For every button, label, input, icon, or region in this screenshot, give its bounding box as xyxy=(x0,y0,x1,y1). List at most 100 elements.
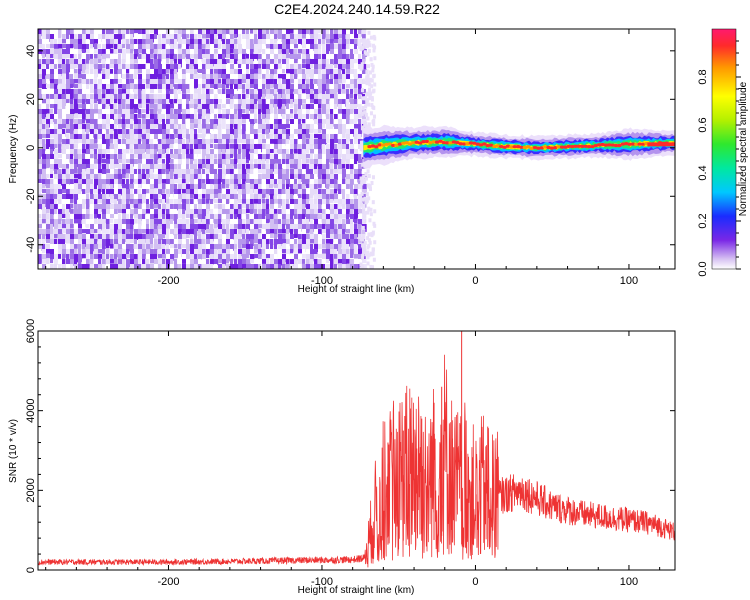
noise-cell xyxy=(110,39,115,45)
noise-cell xyxy=(226,59,230,64)
noise-cell xyxy=(282,254,287,263)
noise-cell xyxy=(166,59,170,64)
noise-cell xyxy=(306,209,311,215)
noise-cell xyxy=(70,79,75,87)
noise-cell xyxy=(82,179,87,187)
noise-cell xyxy=(66,229,71,238)
noise-cell xyxy=(150,179,155,187)
noise-cell xyxy=(362,244,366,253)
noise-cell xyxy=(350,209,354,215)
noise-cell xyxy=(314,214,318,220)
noise-cell xyxy=(242,114,247,121)
noise-cell xyxy=(364,267,368,269)
noise-cell xyxy=(142,254,146,260)
noise-cell xyxy=(298,104,302,113)
signal-core-point xyxy=(617,143,622,148)
noise-cell xyxy=(114,29,118,34)
noise-cell xyxy=(266,194,270,200)
noise-cell xyxy=(114,49,118,58)
noise-cell xyxy=(114,179,119,186)
noise-cell xyxy=(174,169,179,176)
noise-cell xyxy=(174,219,178,228)
noise-cell xyxy=(162,219,167,227)
noise-cell xyxy=(46,229,51,238)
noise-cell xyxy=(166,259,171,267)
noise-cell xyxy=(170,239,174,247)
noise-cell xyxy=(298,129,303,136)
noise-cell xyxy=(218,254,223,259)
noise-cell xyxy=(190,144,194,150)
noise-cell xyxy=(342,139,347,146)
noise-cell xyxy=(306,174,311,183)
noise-cell xyxy=(90,249,94,256)
noise-cell xyxy=(102,139,106,145)
noise-cell xyxy=(298,29,302,35)
noise-cell xyxy=(58,194,63,199)
noise-cell xyxy=(330,244,335,251)
noise-cell xyxy=(134,64,139,71)
noise-cell xyxy=(186,194,191,201)
noise-cell xyxy=(362,99,366,108)
noise-cell xyxy=(310,154,314,162)
noise-cell xyxy=(98,129,103,136)
noise-cell xyxy=(218,34,223,42)
noise-cell xyxy=(62,179,67,186)
noise-cell xyxy=(154,239,158,248)
noise-cell xyxy=(58,39,63,48)
noise-cell xyxy=(318,39,322,46)
noise-cell xyxy=(62,39,67,44)
noise-cell xyxy=(182,214,186,223)
noise-cell xyxy=(362,218,366,223)
noise-cell xyxy=(274,214,278,221)
noise-cell xyxy=(214,174,218,183)
noise-cell xyxy=(134,164,139,172)
noise-cell xyxy=(354,99,358,108)
noise-cell xyxy=(334,134,338,140)
noise-cell xyxy=(270,109,274,114)
noise-cell xyxy=(190,74,194,83)
noise-cell xyxy=(302,89,306,94)
noise-cell xyxy=(98,164,102,171)
noise-cell xyxy=(278,189,282,195)
noise-cell xyxy=(122,259,126,266)
signal-core-point xyxy=(566,144,571,148)
noise-cell xyxy=(90,114,95,121)
signal-core-point xyxy=(384,142,389,146)
noise-cell xyxy=(310,74,314,81)
colorbar-label: Normalized spectral amplitude xyxy=(738,81,749,216)
noise-cell xyxy=(278,169,283,178)
noise-cell xyxy=(202,224,207,230)
noise-cell xyxy=(342,29,347,35)
noise-cell xyxy=(190,264,195,269)
noise-cell xyxy=(234,134,238,139)
noise-cell xyxy=(46,39,50,46)
noise-cell xyxy=(330,144,335,150)
noise-cell xyxy=(190,254,195,259)
noise-cell xyxy=(330,104,334,112)
x-tick-label: 0 xyxy=(472,275,478,287)
noise-cell xyxy=(234,234,238,240)
noise-cell xyxy=(126,49,131,54)
noise-cell xyxy=(50,239,55,248)
noise-cell xyxy=(114,89,118,97)
noise-cell xyxy=(102,164,107,171)
noise-cell xyxy=(222,159,226,165)
noise-cell xyxy=(130,64,135,70)
noise-cell xyxy=(230,44,235,49)
noise-cell xyxy=(266,69,270,75)
noise-cell xyxy=(250,219,254,226)
noise-cell xyxy=(166,189,170,197)
noise-cell xyxy=(282,264,286,269)
noise-cell xyxy=(178,129,183,138)
noise-cell xyxy=(94,134,98,143)
noise-cell xyxy=(46,264,51,269)
noise-cell xyxy=(174,229,179,236)
noise-cell xyxy=(146,29,150,36)
noise-cell xyxy=(210,209,214,214)
noise-cell xyxy=(338,134,343,142)
noise-cell xyxy=(322,169,327,175)
noise-cell xyxy=(154,59,159,66)
noise-cell xyxy=(78,84,83,92)
noise-cell xyxy=(150,129,155,135)
noise-cell xyxy=(138,74,143,83)
